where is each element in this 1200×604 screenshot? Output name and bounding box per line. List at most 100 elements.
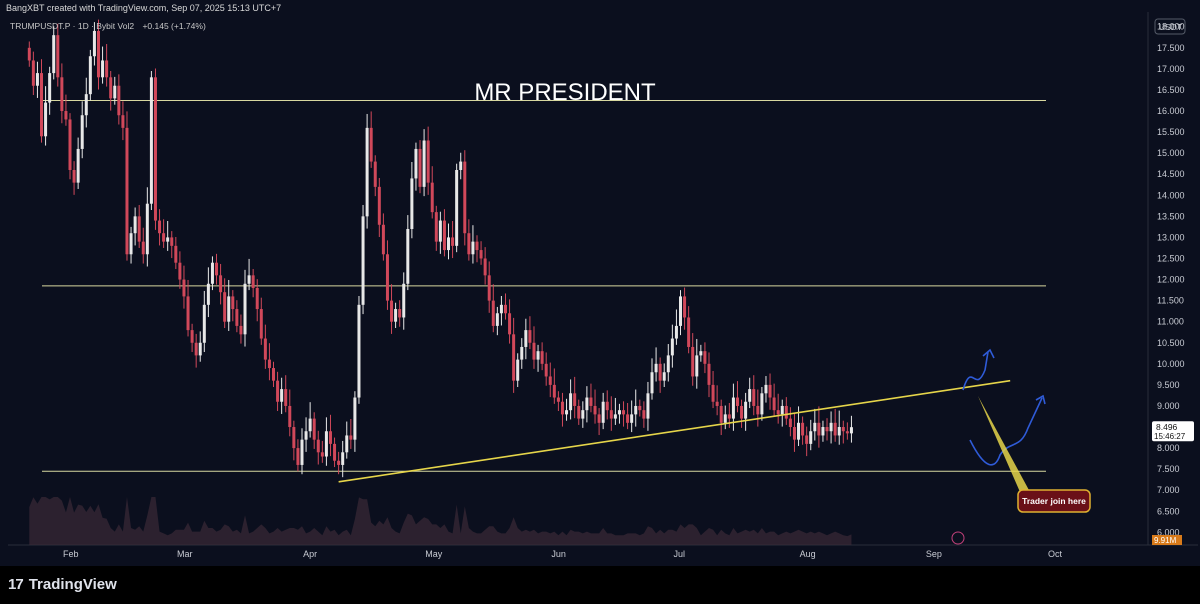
candle [491,300,495,326]
tradingview-logo[interactable]: 17 TradingView [8,576,117,593]
candle [597,414,601,423]
y-tick-label: 11.000 [1157,317,1184,327]
candle [495,313,499,326]
candle [451,237,455,246]
candle [328,431,332,444]
candle [272,368,275,381]
candle [320,452,324,457]
candle [520,346,524,360]
candle [735,397,739,406]
candle [740,405,744,419]
candle [357,304,361,398]
candle [324,431,328,457]
y-tick-label: 7.500 [1157,464,1180,474]
candle [259,309,263,339]
candle [398,309,402,318]
candle [695,355,699,377]
candle [377,186,381,225]
candle [841,427,845,432]
candle [805,435,809,444]
candle [760,393,764,415]
candle [638,405,642,411]
candle [565,410,569,415]
x-tick-label: Aug [800,549,816,559]
candle [406,228,410,284]
candle [60,77,64,112]
arrow-head [982,348,995,359]
chart-title: MR PRESIDENT [474,79,656,106]
candle [40,73,44,137]
y-tick-label: 7.000 [1157,485,1180,495]
candle [744,401,748,419]
candle [101,60,105,78]
candle [585,397,589,411]
candle [162,233,166,242]
countdown-label: 15:46:27 [1154,432,1186,441]
candle [223,292,227,322]
candle [817,422,821,436]
symbol-line: TRUMPUSDT.P · 1D · Bybit Vol2 [10,21,135,31]
candle [430,182,434,213]
candle [459,161,463,171]
candle [345,435,349,453]
last-price-label: 8.496 [1156,422,1178,432]
candle [438,220,442,242]
candle [548,376,552,385]
candle [129,233,133,255]
x-tick-label: Feb [63,549,79,559]
candle [670,338,674,356]
x-tick-label: Apr [303,549,317,559]
candle [296,448,300,465]
y-tick-label: 10.500 [1157,338,1185,348]
candle [316,439,320,453]
candle [410,178,414,229]
candle [642,410,646,419]
candle [68,119,72,171]
candle [215,262,219,276]
x-tick-label: Oct [1048,549,1063,559]
candle [536,351,540,360]
candle [422,140,426,187]
candle [487,275,491,301]
candle [235,309,239,326]
candle [711,384,715,402]
candle [748,389,752,402]
y-tick-label: 16.500 [1157,85,1185,95]
candle [308,418,312,432]
candles-group [27,19,853,478]
candle [288,405,292,428]
y-tick-label: 9.500 [1157,380,1180,390]
price-change: +0.145 (+1.74%) [142,21,206,31]
candle [573,393,577,406]
candle [479,250,483,259]
candle [577,405,581,419]
callout-label: Trader join here [1022,496,1086,506]
candle [731,397,735,419]
candle [707,363,711,385]
candle [683,296,687,318]
candle [113,85,117,99]
candle [609,410,613,419]
candle [471,241,475,255]
candle [35,73,39,86]
candle [80,115,84,149]
candle [544,363,548,377]
candle [64,111,68,120]
candle [337,460,341,465]
y-tick-label: 6.500 [1157,506,1180,516]
candle [617,410,621,415]
candle [96,30,100,78]
y-tick-label: 16.000 [1157,106,1185,116]
candle [137,216,141,242]
candle [239,325,243,335]
candle [263,338,267,360]
candle [540,351,544,364]
candle [768,384,772,398]
candle [613,414,617,419]
candle [219,275,223,293]
candle [556,397,560,402]
volume-label: 9.91M [1154,536,1177,545]
candle [48,73,52,103]
candle [27,47,31,61]
